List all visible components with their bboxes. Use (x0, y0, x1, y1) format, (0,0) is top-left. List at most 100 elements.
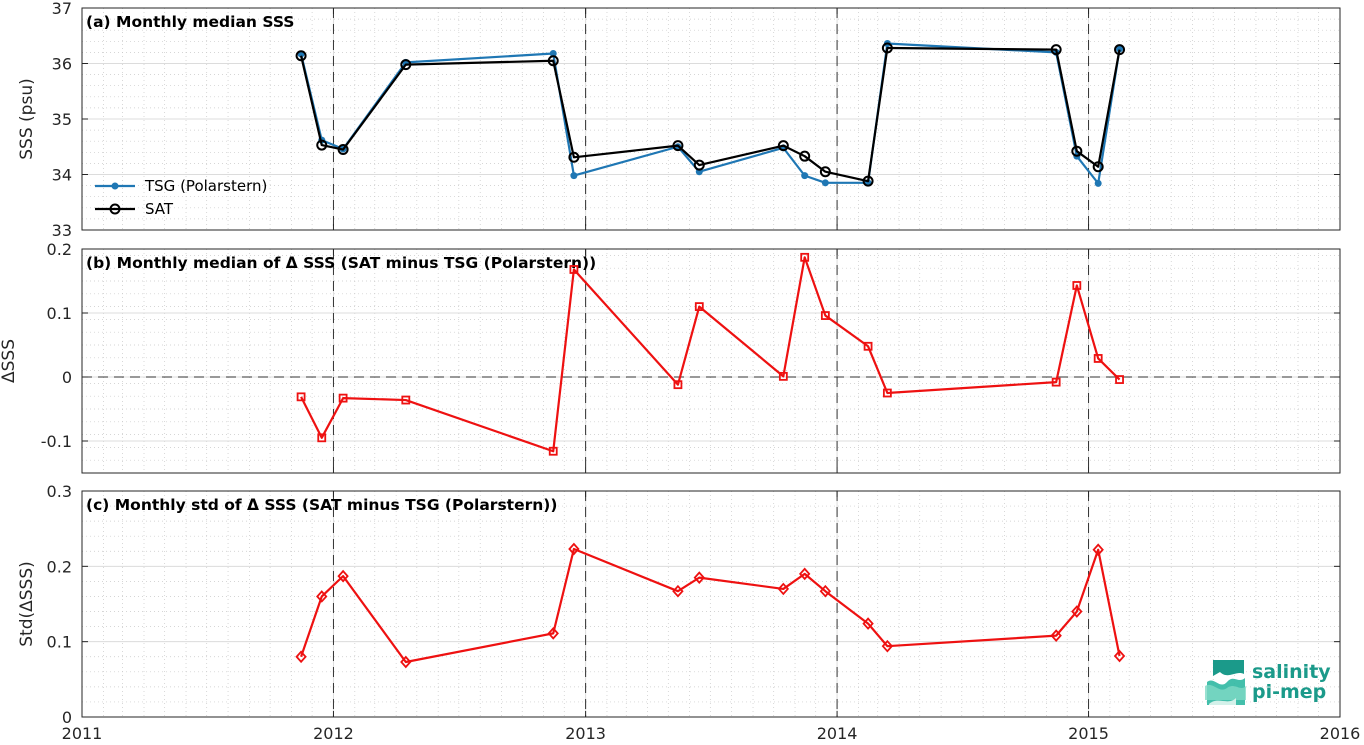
data-point (693, 159, 705, 171)
x-tick-label: 2013 (565, 724, 606, 743)
data-point (694, 302, 704, 312)
plot-area (82, 491, 1340, 717)
y-tick-label: 36 (52, 55, 72, 74)
x-tick-label: 2016 (1320, 724, 1361, 743)
data-point (549, 50, 557, 58)
x-tick-label: 2011 (62, 724, 103, 743)
data-point (821, 179, 829, 187)
data-point (1093, 354, 1103, 363)
y-tick-label: 0.1 (47, 633, 72, 652)
data-point (1115, 375, 1124, 384)
data-point (1113, 649, 1126, 663)
y-tick-label: 0 (62, 708, 72, 727)
logo-line1: salinity (1252, 661, 1331, 683)
data-point (295, 50, 307, 62)
data-point (672, 584, 684, 598)
data-point (777, 140, 789, 152)
y-tick-label: 34 (52, 166, 72, 185)
data-point (1072, 281, 1082, 290)
data-point (778, 371, 788, 381)
logo-wave-icon (1205, 660, 1246, 705)
data-point (673, 380, 683, 390)
data-point (568, 151, 580, 163)
data-point (863, 341, 873, 351)
data-point (862, 617, 874, 630)
data-point (1094, 179, 1102, 187)
data-point (401, 395, 411, 405)
y-tick-label: 0.3 (47, 482, 72, 501)
data-point (881, 639, 894, 653)
panel-c: 0 0.1 0.2 0.3 2011 2012 2013 2014 2015 2016 Std(ΔS… (17, 482, 1360, 743)
axes-box (81, 490, 1341, 718)
data-point (862, 175, 874, 187)
data-point (296, 392, 306, 402)
data-point (338, 393, 348, 403)
data-point (316, 139, 328, 151)
panel-title: (c) Monthly std of Δ SSS (SAT minus TSG … (86, 496, 557, 514)
data-point (548, 446, 558, 456)
data-point (819, 166, 831, 178)
y-tick-label: 0.1 (47, 304, 72, 323)
series-c-0 (295, 542, 1126, 669)
data-point (693, 571, 705, 584)
minor-grid (82, 490, 1340, 718)
y-axis-label: SSS (psu) (17, 78, 37, 159)
legend-entry: SAT (145, 200, 174, 218)
data-point (337, 144, 349, 156)
y-axis-label: ΔSSS (0, 339, 19, 383)
panel-title: (b) Monthly median of Δ SSS (SAT minus T… (86, 254, 596, 272)
data-point (570, 172, 578, 180)
data-point (1116, 45, 1124, 53)
series-line (300, 256, 1121, 453)
x-tick-label: 2012 (313, 724, 354, 743)
data-point (1051, 377, 1061, 387)
y-tick-label: -0.1 (41, 432, 72, 451)
data-point (1071, 605, 1083, 618)
data-point (820, 311, 830, 320)
data-point (569, 265, 579, 274)
data-point (1050, 44, 1062, 56)
legend-marker (109, 203, 121, 215)
data-point (1050, 629, 1062, 642)
data-point (800, 252, 810, 262)
series-line (300, 46, 1121, 183)
y-tick-label: 0.2 (47, 240, 72, 259)
data-point (1071, 145, 1083, 157)
data-point (1092, 543, 1104, 557)
plot-area (82, 249, 1340, 473)
series-b-0 (296, 252, 1124, 456)
data-point (799, 150, 811, 162)
axes-box (81, 248, 1341, 474)
legend-entry: TSG (Polarstern) (144, 177, 267, 195)
y-tick-label: 33 (52, 221, 72, 240)
y-tick-label: 0.2 (47, 557, 72, 576)
y-tick-label: 37 (52, 0, 72, 18)
x-tick-label: 2015 (1068, 724, 1109, 743)
data-point (882, 388, 892, 398)
data-point (316, 590, 328, 603)
data-point (801, 172, 809, 180)
data-point (819, 584, 832, 598)
data-point (881, 42, 893, 54)
y-axis-label: Std(ΔSSS) (17, 561, 37, 647)
legend: TSG (Polarstern) SAT (95, 177, 267, 218)
data-point (568, 542, 580, 556)
data-point (1092, 161, 1104, 173)
data-point (317, 433, 327, 443)
panel-b: -0.1 0 0.1 0.2 ΔSSS (b) Monthly median of Δ S… (0, 240, 1341, 474)
series-sat (295, 42, 1126, 187)
x-tick-label: 2014 (817, 724, 858, 743)
data-point (547, 55, 559, 67)
data-point (547, 627, 559, 640)
y-tick-label: 35 (52, 110, 72, 129)
data-point (400, 655, 412, 669)
y-tick-label: 0 (62, 368, 72, 387)
data-point (337, 569, 349, 583)
data-point (400, 59, 412, 71)
series-line (300, 547, 1121, 664)
logo-line2: pi-mep (1252, 681, 1326, 703)
panel-title: (a) Monthly median SSS (86, 13, 294, 31)
data-point (672, 140, 684, 152)
